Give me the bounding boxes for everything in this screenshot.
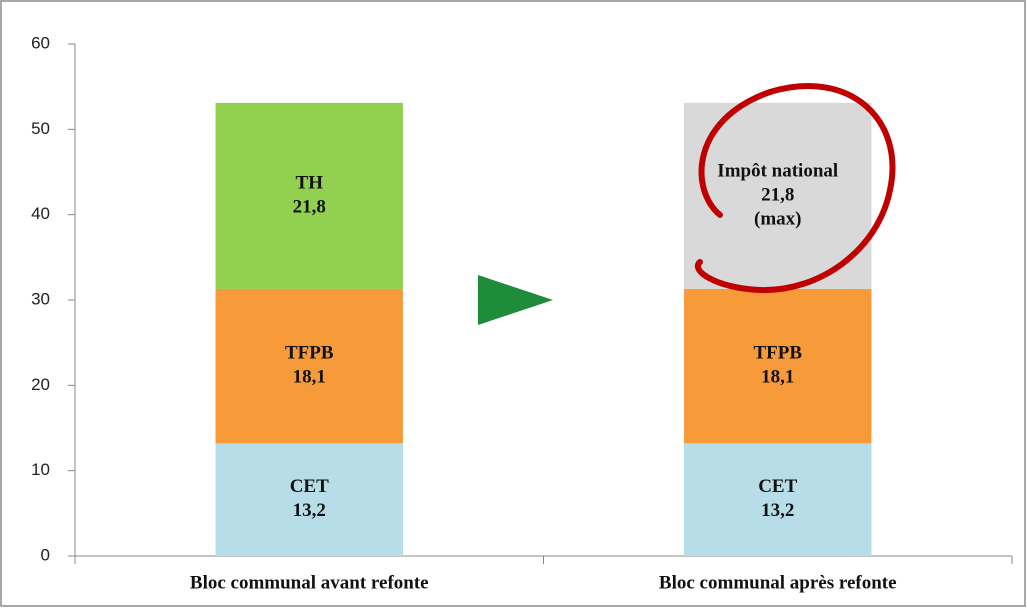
bar-segment [215,288,403,444]
x-tick-label: Bloc communal avant refonte [190,572,429,593]
bar-segment [684,443,872,556]
highlight-circle [695,83,896,294]
bar-segment [684,288,872,444]
segment-name: TH [296,172,324,193]
data-label: 13,2 [293,500,326,521]
y-tick-label: 10 [31,460,50,479]
y-tick-label: 20 [31,375,50,394]
data-label: 21,8 [293,196,326,217]
segment-name: TFPB [753,342,802,363]
segment-name: TFPB [285,342,334,363]
data-label: 18,1 [761,366,794,387]
data-label: 13,2 [761,500,794,521]
data-label: 18,1 [293,366,326,387]
segment-name: Impôt national [717,160,838,181]
y-tick-label: 0 [41,545,50,564]
y-tick-label: 60 [31,33,50,52]
arrow [478,275,553,325]
segment-name: CET [758,476,797,497]
bar-segment [215,443,403,556]
annotation: (max) [754,208,801,229]
y-tick-label: 40 [31,204,50,223]
data-label: 21,8 [761,184,794,205]
y-tick-label: 30 [31,289,50,308]
segment-name: CET [290,476,329,497]
y-tick-label: 50 [31,119,50,138]
bar-segment [215,102,403,289]
plot: 0 10 20 30 40 50 60 Bloc communal avant refonte… [31,33,1013,593]
x-tick-label: Bloc communal après refonte [659,572,897,593]
